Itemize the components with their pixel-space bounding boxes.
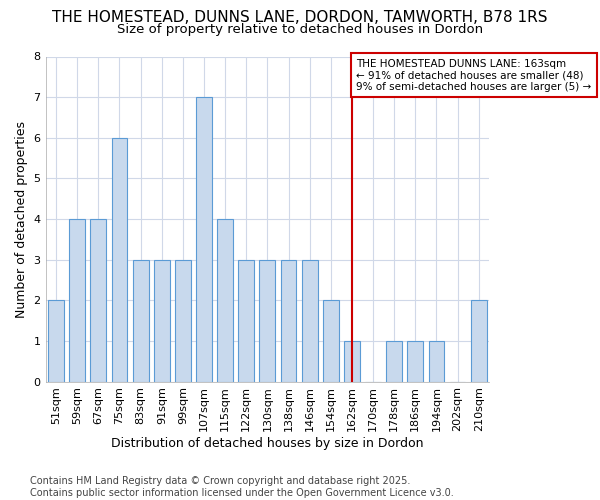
Bar: [196, 97, 212, 382]
Text: THE HOMESTEAD, DUNNS LANE, DORDON, TAMWORTH, B78 1RS: THE HOMESTEAD, DUNNS LANE, DORDON, TAMWO…: [52, 10, 548, 25]
Y-axis label: Number of detached properties: Number of detached properties: [15, 120, 28, 318]
Bar: [175, 260, 191, 382]
Text: THE HOMESTEAD DUNNS LANE: 163sqm
← 91% of detached houses are smaller (48)
9% of: THE HOMESTEAD DUNNS LANE: 163sqm ← 91% o…: [356, 58, 592, 92]
Bar: [407, 341, 423, 382]
Bar: [386, 341, 402, 382]
Bar: [112, 138, 127, 382]
Bar: [428, 341, 445, 382]
Bar: [323, 300, 339, 382]
Bar: [344, 341, 360, 382]
Bar: [154, 260, 170, 382]
Bar: [281, 260, 296, 382]
Bar: [217, 219, 233, 382]
Bar: [259, 260, 275, 382]
Bar: [471, 300, 487, 382]
Bar: [133, 260, 149, 382]
Bar: [70, 219, 85, 382]
Bar: [91, 219, 106, 382]
Bar: [238, 260, 254, 382]
Bar: [48, 300, 64, 382]
Text: Size of property relative to detached houses in Dordon: Size of property relative to detached ho…: [117, 22, 483, 36]
Text: Contains HM Land Registry data © Crown copyright and database right 2025.
Contai: Contains HM Land Registry data © Crown c…: [30, 476, 454, 498]
Bar: [302, 260, 317, 382]
X-axis label: Distribution of detached houses by size in Dordon: Distribution of detached houses by size …: [111, 437, 424, 450]
